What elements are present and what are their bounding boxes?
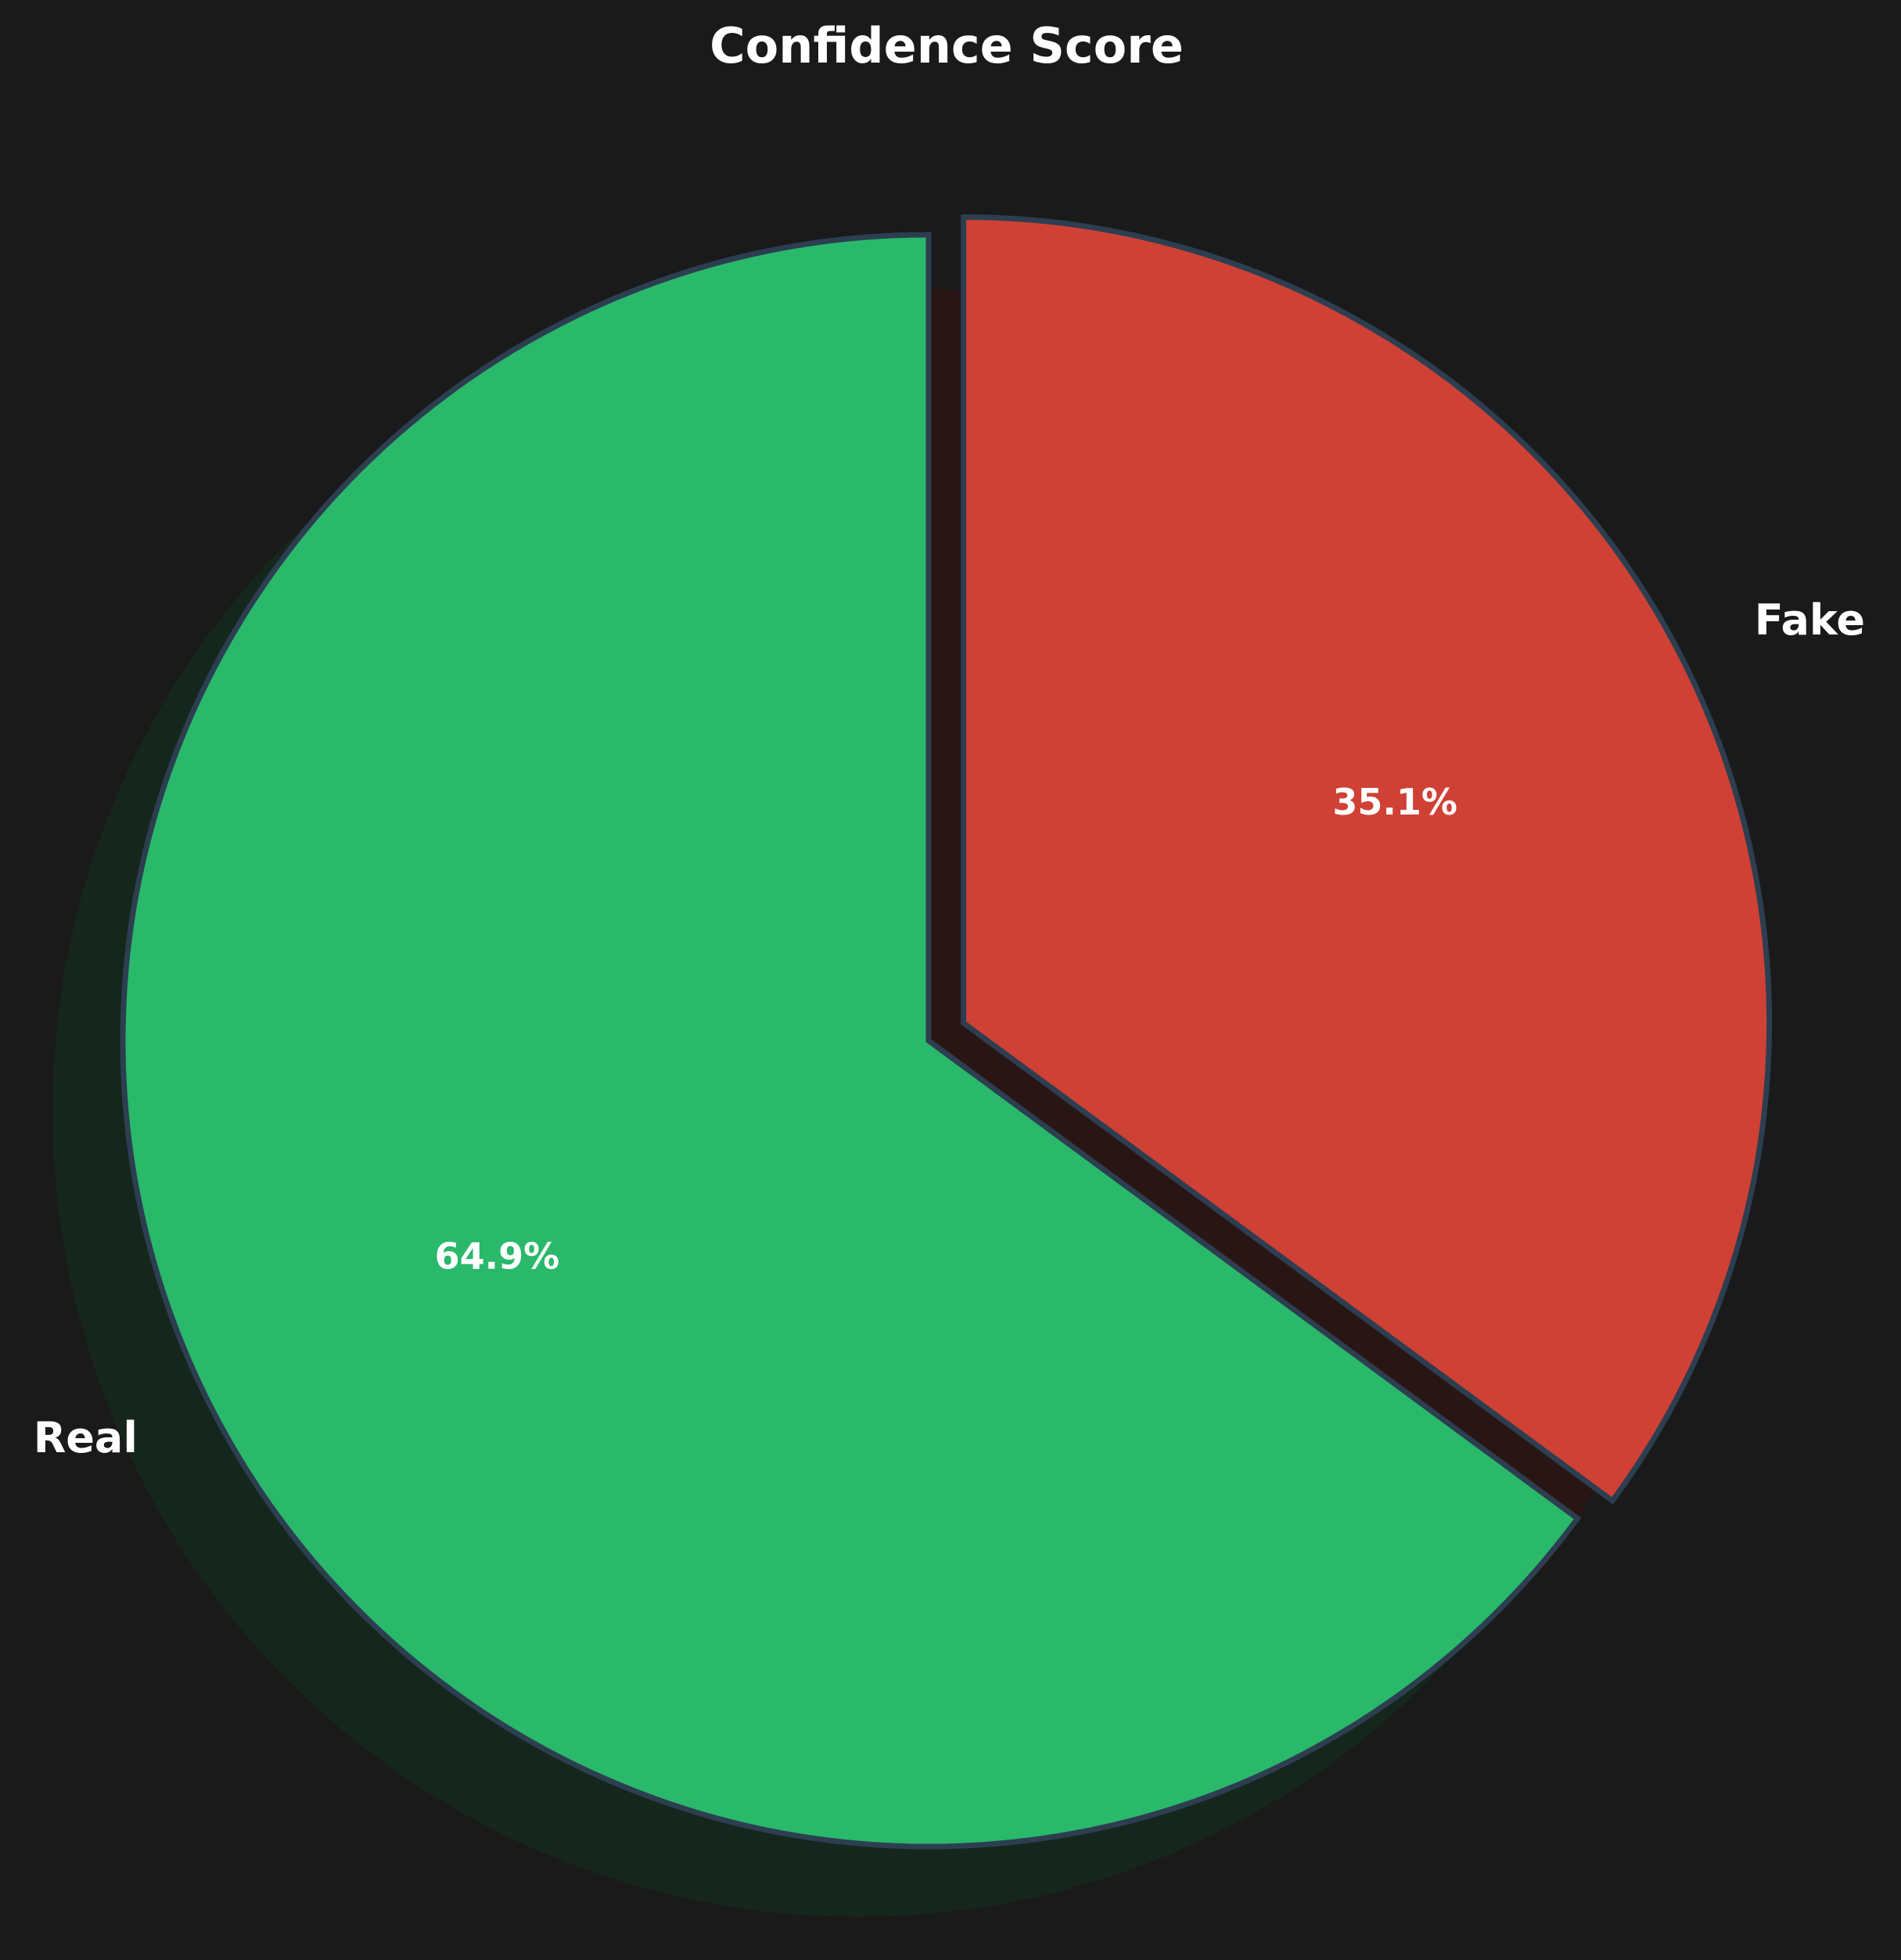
slice-label-real: Real [34,1413,138,1462]
pie-slice-fake [961,214,1773,1505]
pie-labels: Fake 35.1% Real 64.9% [34,595,1865,1462]
pie-slices [120,214,1773,1850]
pct-label-fake: 35.1% [1332,781,1457,823]
pie-slice-real [120,232,1582,1850]
chart-title: Confidence Score [710,17,1184,74]
pct-label-real: 64.9% [435,1235,560,1277]
slice-label-fake: Fake [1755,595,1865,645]
